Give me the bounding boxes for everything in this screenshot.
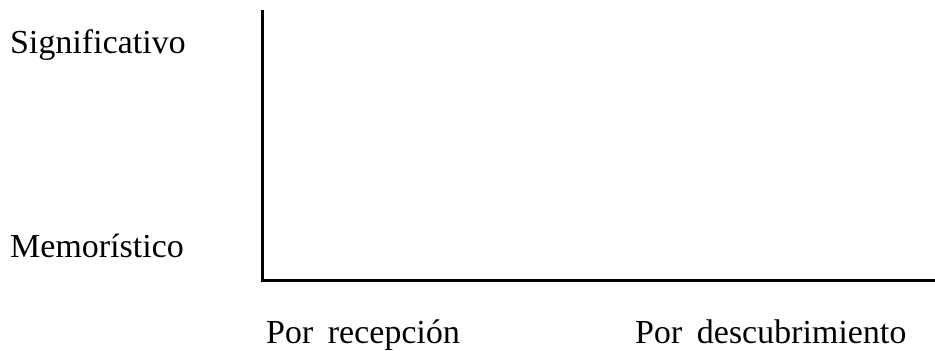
y-axis-bottom-label: Memorístico <box>10 228 184 265</box>
x-axis-right-label: Por descubrimiento <box>635 314 907 351</box>
y-axis-top-label: Significativo <box>10 24 186 61</box>
horizontal-axis-line <box>261 279 935 282</box>
x-axis-left-label: Por recepción <box>266 314 460 351</box>
vertical-axis-line <box>261 10 264 282</box>
